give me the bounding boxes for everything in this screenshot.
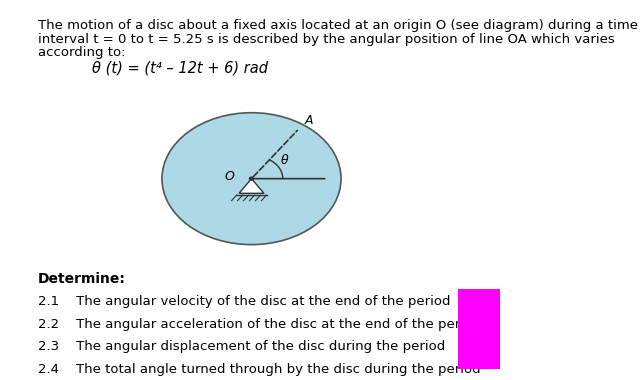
Text: θ (t) = (t⁴ – 12t + 6) rad: θ (t) = (t⁴ – 12t + 6) rad xyxy=(92,60,269,75)
Text: interval t = 0 to t = 5.25 s is described by the angular position of line OA whi: interval t = 0 to t = 5.25 s is describe… xyxy=(38,33,614,46)
Circle shape xyxy=(249,177,254,180)
Text: according to:: according to: xyxy=(38,46,125,59)
Text: 2.2    The angular acceleration of the disc at the end of the period: 2.2 The angular acceleration of the disc… xyxy=(38,318,480,331)
Circle shape xyxy=(162,113,341,245)
Text: θ: θ xyxy=(281,154,288,168)
Polygon shape xyxy=(239,179,264,193)
Text: 2.3    The angular displacement of the disc during the period: 2.3 The angular displacement of the disc… xyxy=(38,340,445,353)
Text: O: O xyxy=(224,170,234,183)
Text: A: A xyxy=(304,114,313,127)
Text: 2.4    The total angle turned through by the disc during the period: 2.4 The total angle turned through by th… xyxy=(38,363,480,376)
Text: 2.1    The angular velocity of the disc at the end of the period: 2.1 The angular velocity of the disc at … xyxy=(38,295,450,308)
Text: Determine:: Determine: xyxy=(38,272,126,286)
Text: The motion of a disc about a fixed axis located at an origin O (see diagram) dur: The motion of a disc about a fixed axis … xyxy=(38,19,638,32)
FancyBboxPatch shape xyxy=(458,288,500,369)
